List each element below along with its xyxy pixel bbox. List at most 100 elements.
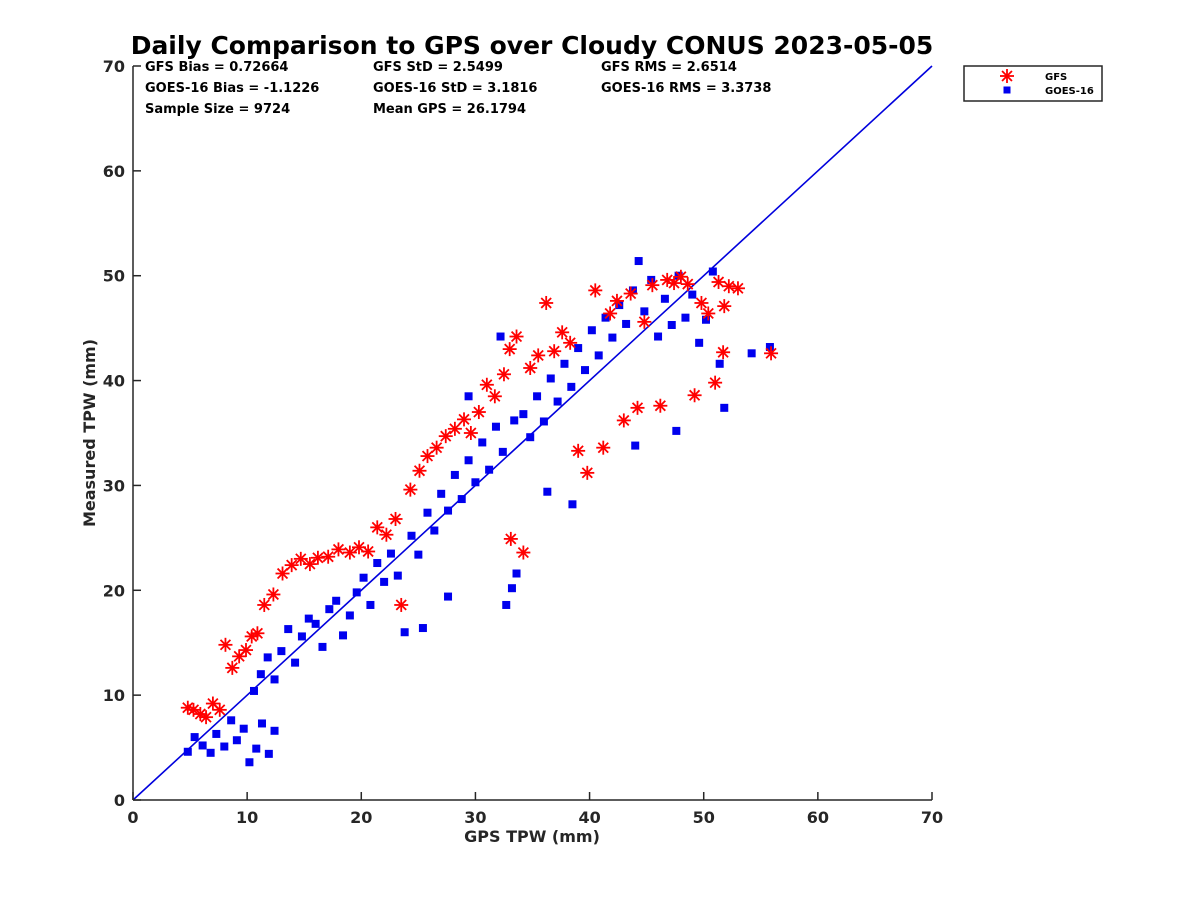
goes16-point — [587, 326, 596, 335]
gfs-point — [555, 325, 570, 340]
asterisk-stroke — [510, 330, 523, 343]
gfs-point — [331, 542, 346, 557]
x-tick-label: 30 — [464, 808, 486, 827]
goes16-point — [622, 319, 631, 328]
asterisk-stroke — [332, 543, 345, 555]
asterisk-stroke — [258, 599, 270, 611]
goes16-point — [414, 550, 423, 559]
gfs-point — [302, 557, 317, 572]
asterisk-stroke — [712, 276, 725, 288]
goes16-point — [747, 349, 756, 358]
gfs-point — [225, 660, 240, 675]
goes16-point — [695, 338, 704, 347]
gfs-point — [438, 429, 453, 444]
asterisk-stroke — [498, 368, 510, 380]
asterisk-stroke — [1001, 70, 1013, 82]
y-tick-label: 0 — [114, 791, 125, 810]
goes16-point — [581, 366, 590, 375]
asterisk-stroke — [517, 546, 529, 559]
asterisk-stroke — [556, 326, 568, 338]
goes16-point — [444, 506, 453, 515]
one-to-one-line — [132, 65, 933, 801]
goes16-point — [681, 313, 690, 322]
asterisk-stroke — [504, 343, 516, 355]
gfs-point — [571, 443, 586, 458]
x-tick-label: 40 — [578, 808, 600, 827]
gfs-point — [429, 440, 444, 455]
asterisk-stroke — [182, 702, 194, 714]
asterisk-stroke — [194, 708, 206, 720]
gfs-point — [471, 405, 486, 420]
asterisk-stroke — [322, 551, 334, 563]
goes16-point — [304, 614, 313, 623]
legend-goes-label: GOES-16 — [1045, 86, 1094, 97]
asterisk-stroke — [564, 337, 576, 349]
stat-mean-gps: Mean GPS = 26.1794 — [373, 102, 526, 117]
asterisk-stroke — [548, 345, 560, 357]
asterisk-stroke — [421, 450, 434, 462]
goes16-point — [654, 332, 663, 341]
goes16-point — [533, 392, 542, 401]
gfs-point — [479, 377, 494, 392]
asterisk-stroke — [572, 445, 584, 457]
goes16-point — [667, 320, 676, 329]
gfs-point — [212, 702, 227, 717]
goes16-point — [715, 359, 724, 368]
gfs-point — [630, 400, 645, 415]
asterisk-stroke — [431, 442, 443, 454]
gfs-point — [509, 329, 524, 344]
gfs-point — [609, 293, 624, 308]
asterisk-stroke — [540, 297, 552, 309]
goes16-point — [183, 747, 192, 756]
asterisk-stroke — [611, 295, 623, 307]
gfs-point — [680, 277, 695, 292]
asterisk-stroke — [604, 307, 616, 320]
gfs-point — [645, 278, 660, 293]
asterisk-stroke — [371, 521, 383, 533]
stat-sample-size: Sample Size = 9724 — [145, 102, 290, 117]
asterisk-stroke — [532, 349, 544, 361]
y-tick-label: 40 — [103, 372, 125, 391]
goes16-point — [325, 605, 334, 614]
gfs-point — [603, 306, 618, 321]
gfs-point — [321, 549, 336, 564]
goes16-point — [437, 489, 446, 498]
goes16-point — [232, 736, 241, 745]
goes16-point — [256, 670, 265, 679]
goes16-point — [423, 508, 432, 517]
asterisk-stroke — [581, 467, 593, 479]
gfs-point — [717, 299, 732, 314]
stat-goes-bias: GOES-16 Bias = -1.1226 — [145, 81, 319, 96]
stat-gfs-bias: GFS Bias = 0.72664 — [145, 60, 288, 75]
goes16-point — [688, 290, 697, 299]
y-tick-label: 10 — [103, 686, 125, 705]
goes16-point — [615, 301, 624, 310]
goes16-point — [546, 374, 555, 383]
gfs-point — [420, 449, 435, 464]
gfs-point — [199, 710, 214, 725]
asterisk-stroke — [661, 274, 673, 286]
goes16-point — [444, 592, 453, 601]
asterisk-stroke — [200, 711, 212, 723]
legend-box — [963, 65, 1103, 102]
goes16-point — [634, 257, 643, 266]
y-tick-label: 30 — [103, 476, 125, 495]
asterisk-stroke — [295, 553, 307, 565]
stats-block: GFS Bias = 0.72664 GFS StD = 2.5499 GFS … — [145, 60, 771, 117]
asterisk-stroke — [380, 529, 392, 541]
goes16-point — [672, 426, 681, 435]
asterisk-stroke — [723, 280, 735, 292]
goes16-point — [373, 559, 382, 568]
goes16-point — [464, 456, 473, 465]
goes16-point — [227, 716, 236, 725]
goes16-point — [512, 569, 521, 578]
goes16-point — [297, 632, 306, 641]
asterisk-stroke — [646, 279, 658, 291]
gfs-point — [637, 314, 652, 329]
goes16-point — [318, 642, 327, 651]
goes16-point — [332, 596, 341, 605]
goes16-point — [491, 422, 500, 431]
gfs-point — [388, 511, 403, 526]
x-tick-label: 60 — [807, 808, 829, 827]
gfs-point — [588, 283, 603, 298]
